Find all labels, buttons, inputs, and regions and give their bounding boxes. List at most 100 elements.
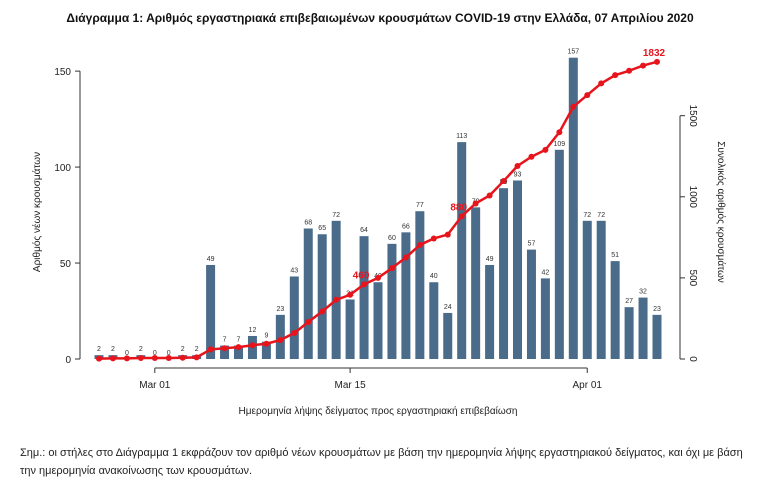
chart-title: Διάγραμμα 1: Αριθμός εργαστηριακά επιβεβ…	[66, 11, 694, 25]
line-point	[570, 103, 577, 110]
bar-label: 2	[97, 346, 101, 353]
line-point	[640, 62, 647, 69]
line-label: 1832	[643, 48, 666, 59]
bar	[624, 307, 634, 359]
bar-label: 72	[332, 212, 340, 219]
line-point	[458, 213, 465, 220]
x-tick-label: Mar 01	[139, 380, 171, 391]
bar	[582, 220, 592, 359]
line-point	[249, 342, 256, 349]
line-point	[347, 291, 354, 298]
x-tick-label: Apr 01	[573, 380, 603, 391]
y-tick-label: 0	[65, 355, 71, 366]
bar-label: 68	[304, 219, 312, 226]
bar	[610, 261, 620, 359]
bar-label: 66	[402, 223, 410, 230]
bar-label: 24	[444, 304, 452, 311]
bar-label: 109	[554, 141, 566, 148]
bar	[638, 297, 648, 359]
line-point	[277, 337, 284, 344]
bar-label: 51	[611, 252, 619, 259]
line-label: 460	[353, 270, 370, 281]
y2-tick-label: 1000	[687, 186, 698, 209]
line-point	[263, 340, 270, 347]
line-point	[430, 235, 437, 242]
bar	[429, 282, 439, 359]
line-point	[444, 231, 451, 238]
y2-axis-label: Συνολικός αριθμός κρουσμάτων	[715, 141, 727, 283]
bar-label: 72	[583, 212, 591, 219]
x-axis-label: Ημερομηνία λήψης δείγματος προς εργαστηρ…	[239, 405, 518, 417]
bar	[206, 264, 216, 359]
line-point	[612, 72, 619, 79]
line-point	[96, 355, 102, 362]
x-tick-label: Mar 15	[335, 380, 367, 391]
line-point	[165, 355, 172, 362]
bar	[485, 264, 495, 359]
bar	[457, 142, 467, 359]
bar	[373, 282, 383, 359]
line-point	[514, 162, 521, 169]
line-point	[291, 330, 298, 337]
line-point	[319, 308, 326, 315]
line-point	[151, 355, 158, 362]
bar	[443, 312, 453, 359]
bar-label: 32	[639, 289, 647, 296]
line-point	[333, 296, 340, 303]
line-point	[416, 241, 423, 248]
y2-tick-label: 500	[687, 270, 698, 287]
bar	[275, 314, 285, 359]
bar	[317, 234, 327, 359]
line-point	[500, 178, 507, 185]
bar-label: 77	[416, 202, 424, 209]
bar-label: 57	[528, 241, 536, 248]
line-point	[388, 265, 395, 272]
bar-label: 7	[223, 337, 227, 344]
bar	[401, 232, 411, 359]
bar-label: 42	[542, 269, 550, 276]
bar-label: 60	[388, 235, 396, 242]
line-point	[654, 58, 660, 65]
bar-label: 43	[290, 267, 298, 274]
bar	[289, 276, 299, 359]
bar-label: 9	[264, 333, 268, 340]
bar-label: 2	[139, 346, 143, 353]
bar-label: 64	[360, 227, 368, 234]
line-point	[584, 92, 591, 99]
bar-label: 0	[153, 350, 157, 357]
line-point	[179, 354, 186, 361]
bar-label: 12	[249, 327, 257, 334]
bar	[345, 299, 355, 359]
bar-label: 0	[125, 350, 129, 357]
bar-label: 27	[625, 298, 633, 305]
footnote: Σημ.: οι στήλες στο Διάγραμμα 1 εκφράζου…	[20, 447, 743, 477]
bar	[568, 57, 578, 360]
line-point	[598, 80, 605, 87]
bar	[554, 149, 564, 359]
y-tick-label: 100	[54, 163, 71, 174]
line-point	[361, 281, 368, 288]
line-point	[109, 355, 116, 362]
line-point	[626, 67, 633, 74]
line-point	[375, 274, 381, 281]
bar-label: 2	[195, 346, 199, 353]
line-point	[235, 344, 242, 351]
line-point	[193, 354, 200, 361]
line-point	[402, 254, 409, 261]
bar-label: 65	[318, 225, 326, 232]
bar	[596, 220, 606, 359]
bar-label: 40	[430, 273, 438, 280]
bar-label: 49	[486, 256, 494, 263]
line-point	[472, 200, 479, 207]
bar	[331, 220, 341, 359]
y2-tick-label: 1500	[687, 105, 698, 128]
bar-label: 157	[567, 49, 579, 56]
bar-label: 23	[653, 306, 661, 313]
line-point	[137, 355, 144, 362]
bar	[303, 228, 313, 359]
y-tick-label: 150	[54, 67, 71, 78]
bar	[513, 180, 522, 359]
bar-label: 72	[597, 212, 605, 219]
bar	[415, 211, 425, 359]
